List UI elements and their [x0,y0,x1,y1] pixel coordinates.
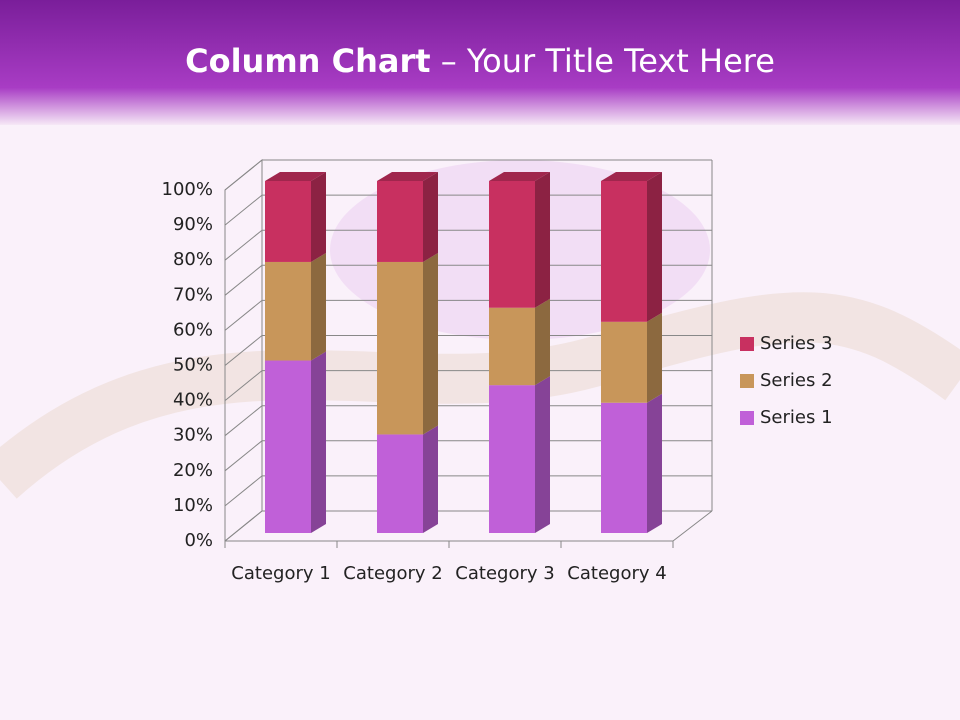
bar [489,181,535,308]
legend-swatch [740,411,754,425]
y-tick-label: 80% [173,249,213,270]
bar-top [265,172,326,181]
y-tick-label: 30% [173,425,213,446]
bar-side [311,252,326,361]
bar [489,307,535,386]
x-tick-label: Category 3 [455,563,555,584]
legend-swatch [740,337,754,351]
grid-line [224,475,712,507]
bar-top [377,172,438,181]
bar-side [535,298,550,386]
bar [265,360,311,533]
y-tick-label: 10% [173,495,213,516]
legend-swatch [740,374,754,388]
bar-side [311,172,326,262]
legend-label: Series 1 [760,407,833,428]
y-tick-label: 90% [173,214,213,235]
grid-line [224,264,712,296]
grid-line [224,510,712,542]
title: Column Chart – Your Title Text Here [0,42,960,80]
legend-label: Series 3 [760,333,833,354]
legend-label: Series 2 [760,370,833,391]
y-tick-label: 60% [173,319,213,340]
bar [601,321,647,403]
grid-line [224,299,712,331]
bar-side [647,312,662,403]
x-tick-label: Category 1 [231,563,331,584]
title-rest: – Your Title Text Here [440,42,775,80]
x-tick-label: Category 4 [567,563,667,584]
bar [377,261,423,435]
grid-line [224,335,712,366]
bar [601,181,647,322]
grid-line [224,229,712,261]
bar-side [535,376,550,533]
bar-side [423,425,438,533]
grid-line [224,159,712,191]
y-tick-label: 40% [173,390,213,411]
bar-side [647,393,662,533]
y-tick-label: 0% [184,530,213,551]
bar [265,261,311,361]
title-bold: Column Chart [185,42,431,80]
x-tick-label: Category 2 [343,563,443,584]
grid-line [224,405,712,437]
bar-side [423,172,438,262]
bar [601,402,647,533]
bar-top [601,172,662,181]
header-band [0,0,960,125]
bar-side [423,252,438,435]
bar [265,181,311,262]
y-tick-label: 50% [173,355,213,376]
bar [377,181,423,262]
y-tick-label: 20% [173,460,213,481]
grid-line [224,440,712,472]
grid-line [224,370,712,401]
y-tick-label: 100% [162,179,213,200]
bar-side [647,172,662,322]
bar-side [535,172,550,308]
bar-top [489,172,550,181]
y-tick-label: 70% [173,284,213,305]
grid-line [224,194,712,226]
bar-side [311,351,326,533]
bar [489,385,535,533]
bar [377,434,423,533]
